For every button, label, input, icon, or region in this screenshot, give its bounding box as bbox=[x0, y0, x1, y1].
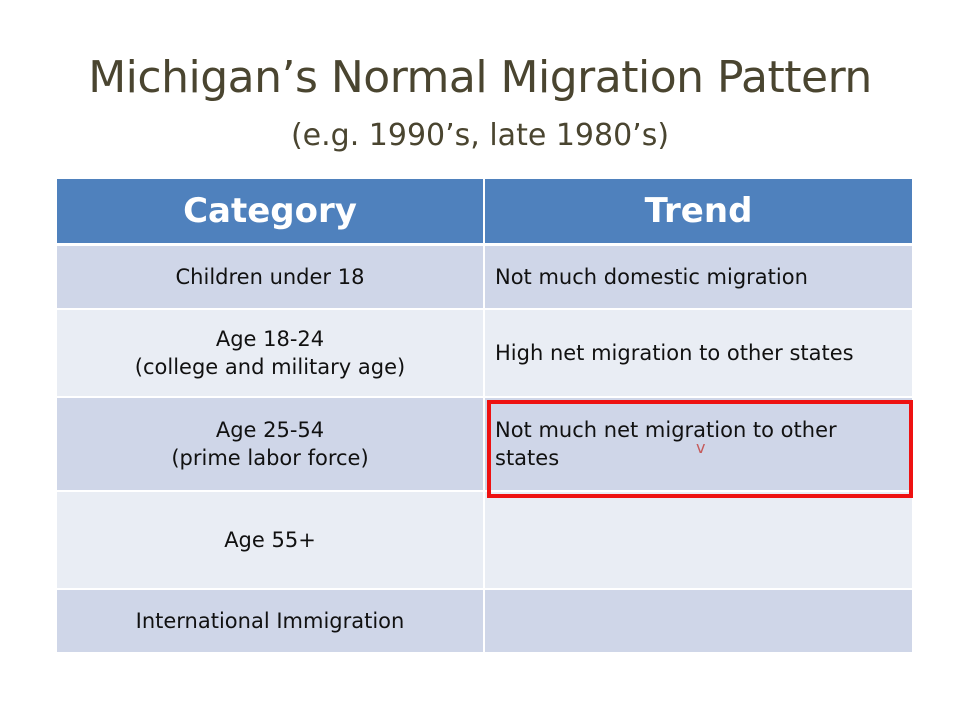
category-line: Age 55+ bbox=[224, 528, 316, 552]
title-main: Michigan’s Normal Migration Pattern bbox=[88, 52, 872, 103]
category-cell: International Immigration bbox=[57, 589, 485, 654]
table-row: Age 55+ bbox=[57, 491, 912, 590]
category-cell: Age 55+ bbox=[57, 491, 485, 590]
category-line: Age 18-24 bbox=[215, 327, 325, 351]
category-cell: Children under 18 bbox=[57, 244, 485, 310]
category-line: International Immigration bbox=[135, 609, 405, 633]
trend-cell: High net migration to other states bbox=[484, 309, 912, 398]
trend-cell: Not much domestic migration bbox=[484, 244, 912, 310]
slide-title: Michigan’s Normal Migration Pattern (e.g… bbox=[0, 48, 960, 158]
header-category: Category bbox=[57, 179, 485, 246]
trend-cell bbox=[484, 491, 912, 590]
table-row: Age 25-54 (prime labor force) Not much n… bbox=[57, 397, 912, 492]
table-row: Age 18-24 (college and military age) Hig… bbox=[57, 309, 912, 398]
title-subtitle: (e.g. 1990’s, late 1980’s) bbox=[290, 118, 670, 153]
category-line: Age 25-54 bbox=[215, 418, 325, 442]
table-header-row: Category Trend bbox=[57, 179, 912, 246]
category-cell: Age 25-54 (prime labor force) bbox=[57, 397, 485, 492]
table-row: Children under 18 Not much domestic migr… bbox=[57, 244, 912, 310]
category-note: (college and military age) bbox=[134, 355, 406, 379]
trend-cell bbox=[484, 589, 912, 654]
migration-table: Category Trend Children under 18 Not muc… bbox=[57, 179, 912, 654]
trend-cell: Not much net migration to other states bbox=[484, 397, 912, 492]
header-trend: Trend bbox=[484, 179, 912, 246]
category-note: (prime labor force) bbox=[171, 446, 369, 470]
caret-mark: v bbox=[696, 438, 706, 457]
category-cell: Age 18-24 (college and military age) bbox=[57, 309, 485, 398]
table-row: International Immigration bbox=[57, 589, 912, 654]
category-line: Children under 18 bbox=[175, 265, 365, 289]
